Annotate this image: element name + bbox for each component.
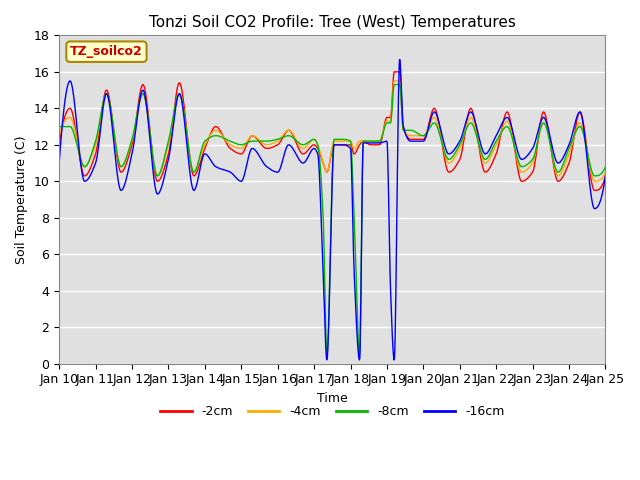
Y-axis label: Soil Temperature (C): Soil Temperature (C) bbox=[15, 135, 28, 264]
-2cm bbox=[120, 167, 127, 173]
-16cm bbox=[298, 160, 306, 166]
-16cm bbox=[97, 119, 105, 124]
-16cm bbox=[602, 173, 609, 179]
-8cm bbox=[390, 82, 398, 87]
-8cm bbox=[120, 161, 127, 167]
-8cm bbox=[55, 124, 63, 130]
-2cm bbox=[366, 142, 374, 148]
-8cm bbox=[367, 138, 374, 144]
-4cm bbox=[97, 110, 105, 116]
-8cm bbox=[97, 108, 105, 114]
-8cm bbox=[298, 142, 306, 147]
Text: TZ_soilco2: TZ_soilco2 bbox=[70, 45, 143, 58]
-4cm bbox=[298, 145, 306, 151]
-4cm bbox=[287, 129, 295, 134]
Legend: -2cm, -4cm, -8cm, -16cm: -2cm, -4cm, -8cm, -16cm bbox=[156, 400, 509, 423]
-16cm bbox=[287, 143, 295, 149]
-4cm bbox=[366, 138, 374, 144]
-4cm bbox=[55, 133, 63, 139]
-8cm bbox=[308, 137, 316, 143]
-4cm bbox=[602, 169, 609, 175]
-4cm bbox=[390, 78, 398, 84]
-2cm bbox=[298, 151, 306, 156]
X-axis label: Time: Time bbox=[317, 392, 348, 405]
-2cm bbox=[602, 173, 609, 179]
-4cm bbox=[591, 179, 598, 184]
-16cm bbox=[356, 357, 364, 363]
-4cm bbox=[308, 137, 316, 143]
-16cm bbox=[367, 140, 374, 146]
-2cm bbox=[287, 129, 295, 135]
-2cm bbox=[308, 143, 316, 148]
-4cm bbox=[120, 162, 127, 168]
Line: -4cm: -4cm bbox=[59, 81, 605, 181]
-16cm bbox=[308, 147, 316, 153]
-8cm bbox=[356, 351, 364, 357]
-16cm bbox=[55, 160, 63, 166]
Line: -2cm: -2cm bbox=[59, 72, 605, 191]
-8cm bbox=[602, 164, 609, 169]
-2cm bbox=[390, 69, 398, 75]
-16cm bbox=[396, 57, 403, 62]
Line: -16cm: -16cm bbox=[59, 60, 605, 360]
-2cm bbox=[55, 142, 63, 148]
-8cm bbox=[287, 133, 295, 139]
-2cm bbox=[97, 112, 105, 118]
-2cm bbox=[591, 188, 598, 193]
-16cm bbox=[120, 184, 127, 190]
Line: -8cm: -8cm bbox=[59, 84, 605, 354]
Title: Tonzi Soil CO2 Profile: Tree (West) Temperatures: Tonzi Soil CO2 Profile: Tree (West) Temp… bbox=[149, 15, 516, 30]
